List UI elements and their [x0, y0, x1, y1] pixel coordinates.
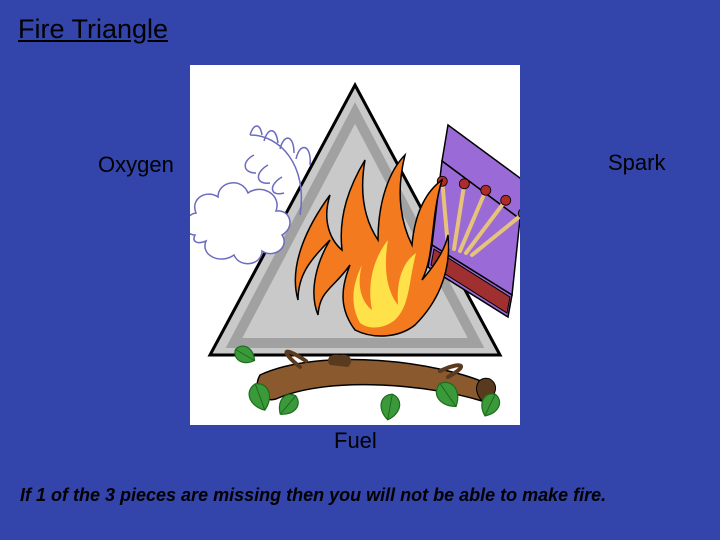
slide-title: Fire Triangle [18, 14, 168, 45]
slide: Fire Triangle Oxygen Spark Fuel If 1 of … [0, 0, 720, 540]
label-fuel: Fuel [334, 428, 377, 454]
diagram-svg [190, 65, 520, 425]
fire-triangle-diagram [190, 65, 520, 425]
label-oxygen: Oxygen [98, 152, 174, 178]
label-spark: Spark [608, 150, 665, 176]
caption: If 1 of the 3 pieces are missing then yo… [20, 485, 606, 506]
